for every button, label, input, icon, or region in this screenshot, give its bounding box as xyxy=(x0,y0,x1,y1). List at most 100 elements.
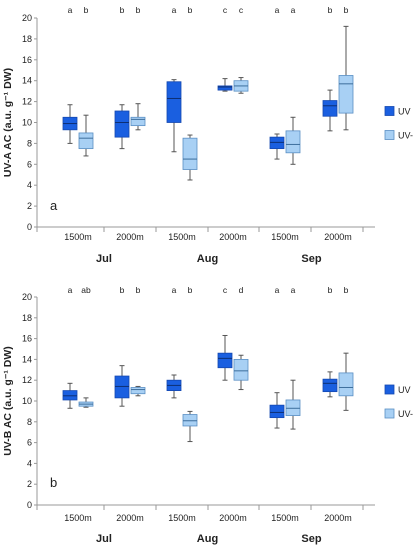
significance-letter: b xyxy=(328,5,333,15)
box-uv xyxy=(166,79,182,153)
x-category-label: 1500m xyxy=(64,513,92,523)
box-body xyxy=(322,378,338,393)
box-body xyxy=(114,375,130,399)
x-category-label: 2000m xyxy=(324,513,352,523)
significance-letter: b xyxy=(136,285,141,295)
significance-letter: d xyxy=(239,285,244,295)
box-body xyxy=(285,130,301,154)
x-category-label: 1500m xyxy=(64,232,92,242)
y-tick-label: 0 xyxy=(27,222,32,232)
box-body xyxy=(217,85,233,91)
x-month-label: Sep xyxy=(301,533,321,545)
legend-label: UV xyxy=(398,385,411,395)
box-uv xyxy=(166,374,182,399)
box-uv xyxy=(114,104,130,150)
box-uv xyxy=(114,365,130,407)
y-tick-label: 4 xyxy=(27,458,32,468)
box-body xyxy=(269,136,285,150)
x-category-label: 1500m xyxy=(271,232,299,242)
box-uv-minus xyxy=(233,354,249,391)
significance-letter: a xyxy=(291,5,296,15)
y-tick-label: 10 xyxy=(22,396,32,406)
box-body xyxy=(338,372,354,397)
y-tick-label: 2 xyxy=(27,201,32,211)
box-uv-minus xyxy=(182,134,198,181)
box-uv-minus xyxy=(182,410,198,443)
box-body xyxy=(233,358,249,381)
significance-letter: a xyxy=(68,5,73,15)
box-body xyxy=(322,100,338,117)
x-category-label: 1500m xyxy=(271,513,299,523)
legend-swatch xyxy=(384,106,395,116)
significance-letter: a xyxy=(172,5,177,15)
significance-letter: a xyxy=(68,285,73,295)
x-month-label: Aug xyxy=(197,533,218,545)
y-tick-label: 4 xyxy=(27,180,32,190)
box-body xyxy=(78,132,94,150)
significance-letter: b xyxy=(120,5,125,15)
box-body xyxy=(62,390,78,401)
significance-letter: c xyxy=(239,5,244,15)
panel-label: b xyxy=(50,475,57,490)
x-category-label: 1500m xyxy=(168,232,196,242)
box-uv xyxy=(269,133,285,160)
box-uv xyxy=(322,89,338,132)
box-uv-minus xyxy=(233,77,249,94)
box-uv xyxy=(62,382,78,409)
y-tick-label: 14 xyxy=(22,76,32,86)
legend-swatch xyxy=(384,408,395,419)
x-category-label: 2000m xyxy=(324,232,352,242)
significance-letter: b xyxy=(344,5,349,15)
x-month-label: Sep xyxy=(301,253,321,265)
x-category-label: 2000m xyxy=(116,513,144,523)
y-tick-label: 10 xyxy=(22,118,32,128)
box-uv-minus xyxy=(130,103,146,131)
box-uv-minus xyxy=(285,116,301,165)
box-body xyxy=(182,137,198,170)
significance-letter: a xyxy=(275,5,280,15)
significance-letter: b xyxy=(328,285,333,295)
box-body xyxy=(130,387,146,395)
box-body xyxy=(338,75,354,114)
box-uv-minus xyxy=(130,385,146,397)
significance-letter: ab xyxy=(81,285,91,295)
panel-label: a xyxy=(50,198,58,213)
legend-swatch xyxy=(384,384,395,395)
y-tick-label: 6 xyxy=(27,438,32,448)
significance-letter: b xyxy=(136,5,141,15)
box-uv xyxy=(269,392,285,429)
significance-letter: b xyxy=(120,285,125,295)
significance-letter: a xyxy=(172,285,177,295)
box-uv xyxy=(62,104,78,144)
significance-letter: c xyxy=(223,5,228,15)
significance-letter: b xyxy=(188,285,193,295)
box-body xyxy=(182,414,198,427)
significance-letter: b xyxy=(344,285,349,295)
y-axis-label: UV-B AC (a.u. g⁻¹ DW) xyxy=(2,346,14,456)
box-uv xyxy=(217,78,233,92)
x-month-label: Aug xyxy=(197,253,218,265)
significance-letter: c xyxy=(223,285,228,295)
legend-swatch xyxy=(384,130,395,140)
x-month-label: Jul xyxy=(96,533,112,545)
box-uv-minus xyxy=(338,352,354,411)
significance-letter: a xyxy=(291,285,296,295)
legend-label: UV- xyxy=(398,409,413,419)
y-tick-label: 12 xyxy=(22,97,32,107)
y-tick-label: 16 xyxy=(22,55,32,65)
significance-letter: a xyxy=(275,285,280,295)
box-uv xyxy=(322,371,338,398)
significance-letter: b xyxy=(188,5,193,15)
box-body xyxy=(114,110,130,138)
box-uv-minus xyxy=(285,379,301,430)
y-tick-label: 20 xyxy=(22,13,32,23)
y-tick-label: 14 xyxy=(22,354,32,364)
x-category-label: 1500m xyxy=(168,513,196,523)
box-uv xyxy=(217,334,233,381)
panel-b: 0 2 4 6 8 10 12 14 16 18 20 UV-B AC (a.u. g⁻¹ DW) 15… xyxy=(2,285,413,545)
panel-a: 0 2 4 6 8 10 12 14 16 18 20 UV-A AC (a.u. g⁻¹ DW) 15… xyxy=(2,5,413,265)
y-tick-label: 20 xyxy=(22,292,32,302)
box-uv-minus xyxy=(338,25,354,131)
legend-label: UV- xyxy=(398,131,413,141)
